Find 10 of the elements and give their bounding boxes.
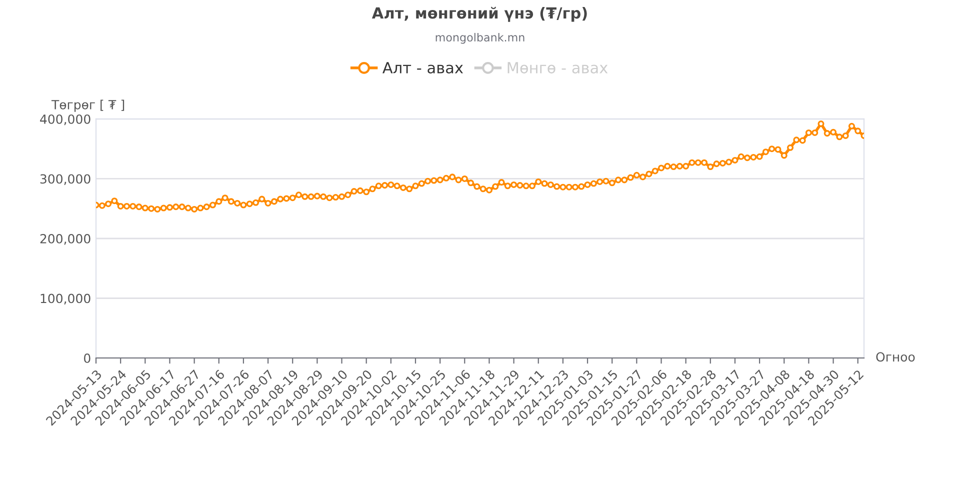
- y-tick-label: 300,000: [40, 174, 90, 185]
- chart-title: Алт, мөнгөний үнэ (₮/гр): [372, 6, 587, 22]
- legend-label: Алт - авах: [382, 62, 463, 74]
- y-tick-label: 400,000: [40, 114, 90, 126]
- x-axis-title: Огноо: [876, 352, 915, 362]
- y-tick-label: 0: [84, 353, 90, 363]
- chart-subtitle: mongolbank.mn: [436, 32, 524, 44]
- y-tick-label: 200,000: [40, 234, 90, 245]
- y-axis-title: Төгрөг [ ₮ ]: [51, 100, 124, 112]
- y-tick-label: 100,000: [40, 294, 90, 304]
